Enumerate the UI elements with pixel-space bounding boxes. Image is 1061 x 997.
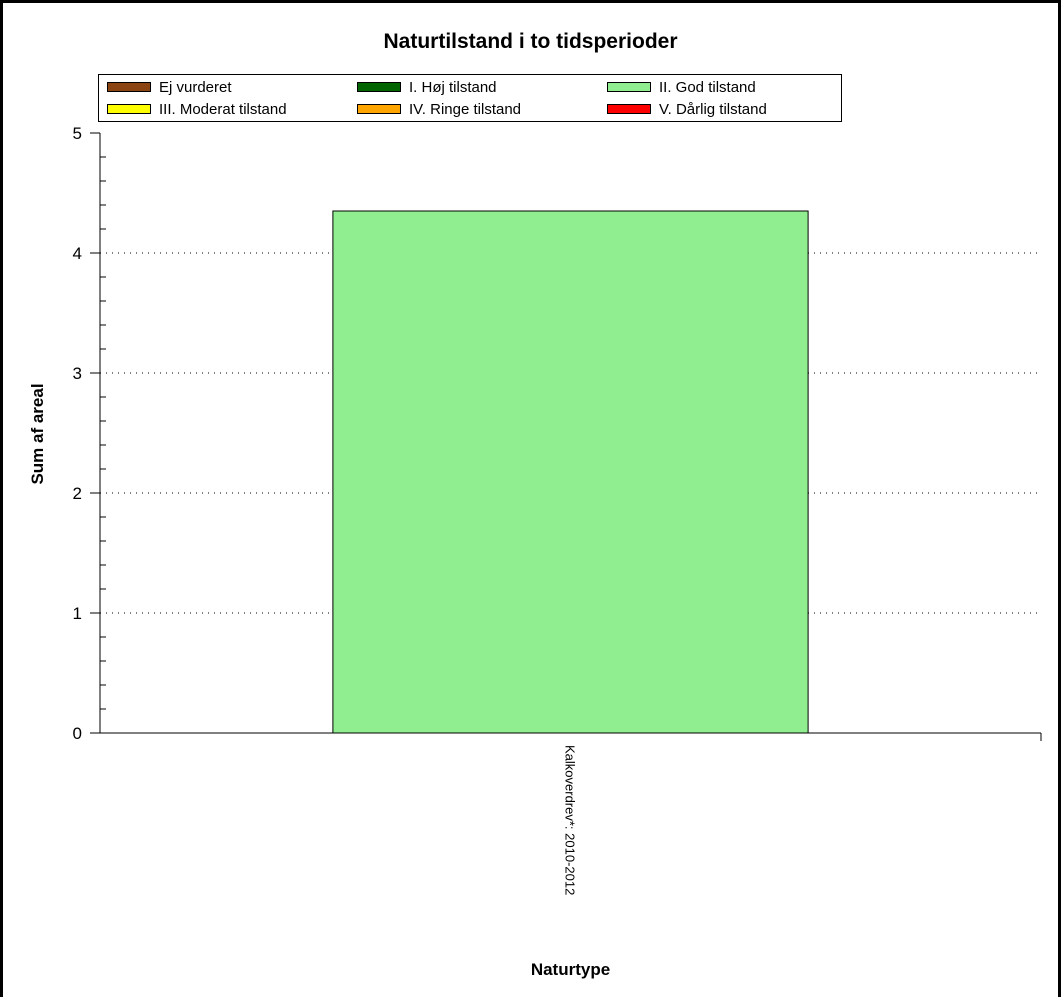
legend-item-ringe-tilstand: IV. Ringe tilstand xyxy=(357,99,521,119)
x-category-label: Kalkoverdrev*: 2010-2012 xyxy=(563,745,578,895)
legend-swatch xyxy=(357,104,401,114)
bar xyxy=(332,210,809,734)
legend-swatch xyxy=(607,82,651,92)
axes xyxy=(90,133,1041,734)
y-tick-label: 4 xyxy=(73,244,82,263)
chart-title: Naturtilstand i to tidsperioder xyxy=(383,30,678,53)
x-axis-label: Naturtype xyxy=(530,960,611,979)
y-tick-label: 0 xyxy=(73,724,82,743)
legend-label: V. Dårlig tilstand xyxy=(659,100,767,118)
legend-label: Ej vurderet xyxy=(159,78,232,96)
legend-swatch xyxy=(607,104,651,114)
x-categories: Kalkoverdrev*: 2010-2012 xyxy=(563,745,578,895)
bars xyxy=(332,210,809,734)
gridlines xyxy=(100,252,1041,614)
y-tick-label: 5 xyxy=(73,124,82,143)
y-axis-label: Sum af areal xyxy=(28,383,47,485)
legend-swatch xyxy=(107,104,151,114)
y-tick-label: 2 xyxy=(73,484,82,503)
legend-item-moderat-tilstand: III. Moderat tilstand xyxy=(107,99,287,119)
legend-item-ej-vurderet: Ej vurderet xyxy=(107,77,232,97)
legend-label: I. Høj tilstand xyxy=(409,78,497,96)
y-tick-label: 1 xyxy=(73,604,82,623)
legend-label: III. Moderat tilstand xyxy=(159,100,287,118)
y-tick-label: 3 xyxy=(73,364,82,383)
legend-label: II. God tilstand xyxy=(659,78,756,96)
legend-item-hoj-tilstand: I. Høj tilstand xyxy=(357,77,497,97)
legend-swatch xyxy=(107,82,151,92)
legend-swatch xyxy=(357,82,401,92)
legend-item-darlig-tilstand: V. Dårlig tilstand xyxy=(607,99,767,119)
y-ticks: 0 1 2 3 4 5 xyxy=(73,124,1042,743)
legend: Ej vurderet I. Høj tilstand II. God tils… xyxy=(98,74,842,122)
legend-item-god-tilstand: II. God tilstand xyxy=(607,77,756,97)
legend-label: IV. Ringe tilstand xyxy=(409,100,522,118)
